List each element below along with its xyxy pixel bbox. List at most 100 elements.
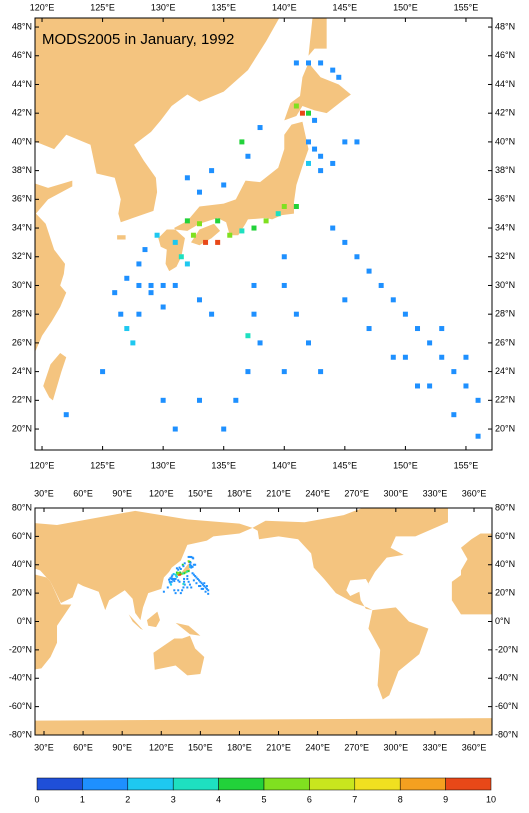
observation-cell <box>184 261 190 267</box>
y-tick-label: 34°N <box>12 222 32 232</box>
observation-cell <box>177 573 180 576</box>
observation-cell <box>196 221 202 227</box>
x-tick-label: 135°E <box>211 2 236 12</box>
y-tick-label: 36°N <box>495 194 515 204</box>
observation-cell <box>190 566 193 569</box>
observation-cell <box>263 218 269 224</box>
observation-cell <box>299 110 305 116</box>
observation-cell <box>203 239 209 245</box>
observation-cell <box>451 369 457 375</box>
observation-cell <box>354 139 360 145</box>
y-tick-label: -20°N <box>495 644 518 654</box>
observation-cell <box>154 232 160 238</box>
y-tick-label: 34°N <box>495 222 515 232</box>
observation-cell <box>199 585 202 588</box>
observation-cell <box>209 311 215 317</box>
x-tick-label: 90°E <box>112 742 132 752</box>
land <box>146 611 160 628</box>
observation-cell <box>199 580 202 583</box>
land <box>389 508 448 537</box>
observation-cell <box>475 397 481 403</box>
x-tick-label: 150°E <box>188 488 213 498</box>
observation-cell <box>188 565 191 568</box>
y-tick-label: 60°N <box>495 531 515 541</box>
observation-cell <box>305 340 311 346</box>
observation-cell <box>221 182 227 188</box>
colorbar: 0 1 2 3 4 5 6 7 8 9 10 <box>34 777 496 804</box>
x-tick-label: 210°E <box>266 488 291 498</box>
y-tick-label: -40°N <box>9 673 32 683</box>
land <box>252 508 404 611</box>
observation-cell <box>178 566 181 569</box>
colorbar-label: 8 <box>398 794 403 804</box>
land <box>308 18 327 56</box>
colorbar-segment <box>354 777 401 791</box>
y-tick-label: 20°N <box>495 588 515 598</box>
observation-cell <box>451 412 457 418</box>
x-tick-label: 60°E <box>73 742 93 752</box>
observation-cell <box>239 139 245 145</box>
observation-cell <box>200 587 203 590</box>
observation-cell <box>318 168 324 174</box>
colorbar-label: 9 <box>443 794 448 804</box>
observation-cell <box>366 268 372 274</box>
observation-cell <box>172 572 175 575</box>
observation-cell <box>191 572 194 575</box>
observation-cell <box>187 560 190 563</box>
observation-cell <box>251 225 257 231</box>
observation-cell <box>184 218 190 224</box>
x-tick-label: 240°E <box>305 742 330 752</box>
y-tick-label: 40°N <box>12 559 32 569</box>
observation-cell <box>215 218 221 224</box>
colorbar-label: 7 <box>352 794 357 804</box>
observation-cell <box>415 326 421 332</box>
observation-cell <box>63 412 69 418</box>
x-tick-label: 145°E <box>333 460 358 470</box>
observation-cell <box>330 160 336 166</box>
colorbar-segment <box>218 777 265 791</box>
x-tick-label: 300°E <box>384 742 409 752</box>
observation-cell <box>402 354 408 360</box>
y-tick-label: 22°N <box>12 395 32 405</box>
observation-cell <box>186 575 189 578</box>
land <box>460 533 492 579</box>
observation-cell <box>170 583 173 586</box>
land <box>35 718 492 735</box>
colorbar-label: 1 <box>80 794 85 804</box>
colorbar-label: 2 <box>125 794 130 804</box>
colorbar-segment <box>445 777 492 791</box>
x-tick-label: 125°E <box>90 2 115 12</box>
y-tick-label: 22°N <box>495 395 515 405</box>
observation-cell <box>148 282 154 288</box>
observation-cell <box>318 153 324 159</box>
colorbar-segment <box>399 777 446 791</box>
observation-cell <box>257 125 263 131</box>
observation-cell <box>205 585 208 588</box>
observation-cell <box>196 397 202 403</box>
observation-cell <box>175 575 178 578</box>
observation-cell <box>415 383 421 389</box>
observation-cell <box>181 563 184 566</box>
land <box>368 607 429 700</box>
observation-cell <box>190 555 193 558</box>
observation-cell <box>293 103 299 109</box>
land <box>174 563 190 578</box>
observation-cell <box>342 239 348 245</box>
x-tick-label: 90°E <box>112 488 132 498</box>
x-tick-label: 30°E <box>34 488 54 498</box>
observation-cell <box>186 586 189 589</box>
colorbar-segment <box>263 777 310 791</box>
y-tick-label: -40°N <box>495 673 518 683</box>
observation-cell <box>186 577 189 580</box>
observation-cell <box>177 568 180 571</box>
land <box>117 235 126 240</box>
observation-cell <box>179 568 182 571</box>
y-tick-label: 20°N <box>12 588 32 598</box>
observation-cell <box>203 582 206 585</box>
observation-cell <box>183 572 186 575</box>
observation-cell <box>187 580 190 583</box>
observation-cell <box>184 571 187 574</box>
y-tick-label: 48°N <box>495 21 515 31</box>
land <box>43 352 67 401</box>
